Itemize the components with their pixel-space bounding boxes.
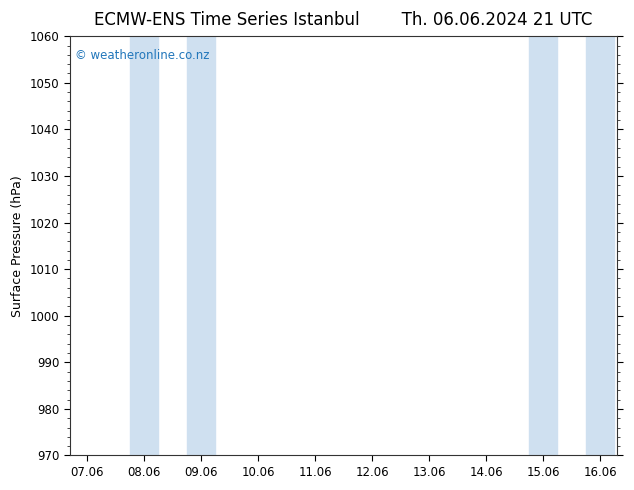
Bar <box>187 36 216 456</box>
Title: ECMW-ENS Time Series Istanbul        Th. 06.06.2024 21 UTC: ECMW-ENS Time Series Istanbul Th. 06.06.… <box>94 11 593 29</box>
Text: © weatheronline.co.nz: © weatheronline.co.nz <box>75 49 210 62</box>
Bar <box>130 36 158 456</box>
Bar <box>586 36 614 456</box>
Y-axis label: Surface Pressure (hPa): Surface Pressure (hPa) <box>11 175 24 317</box>
Bar <box>529 36 557 456</box>
